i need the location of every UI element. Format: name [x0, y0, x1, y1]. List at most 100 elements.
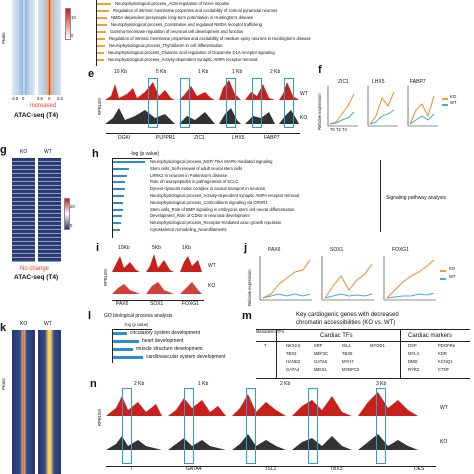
axis-tick: 0	[22, 96, 25, 101]
panel-i-tracks	[112, 254, 202, 294]
h-term-label: Development_Role of CDK5 in neuronal dev…	[150, 213, 250, 219]
heatmap-decreased-wt	[38, 330, 61, 474]
label-wt: WT	[44, 321, 52, 327]
ticks: T0 T2 T4	[330, 127, 347, 132]
scale-label: 10 Kb	[114, 69, 128, 75]
h-term-label: Neurophysiological process_Receptor-medi…	[150, 220, 282, 226]
gene-line	[112, 300, 204, 301]
gene-label: SOX1	[150, 301, 164, 307]
m-tf-gene: ISL1	[342, 343, 351, 348]
h-term-label: Stem cells_Self-renewal of adult neural …	[150, 165, 243, 171]
legend-wt: WT	[450, 100, 457, 105]
color-scale-bar	[65, 8, 71, 40]
gene-label: PAX6	[116, 301, 129, 307]
heatmap-xlabel: ATAC-seq (T4)	[14, 112, 59, 119]
scale-label: 2 Kb	[280, 381, 291, 387]
term-label: Regulation of intrinsic membrane propert…	[109, 36, 311, 41]
heatmap-nochange-ko	[12, 158, 35, 262]
heatmap-nochange-wt	[38, 158, 61, 262]
panel-label-e: e	[88, 68, 95, 80]
l-term-label: heart development	[142, 338, 184, 344]
h-term-label: Stem cells_Role of BMP signaling in embr…	[150, 206, 295, 212]
heatmap-xlabel: ATAC-seq (T4)	[14, 274, 59, 281]
scale-label: 10Kb	[118, 245, 130, 251]
l-bar	[113, 348, 133, 351]
h-axis	[112, 158, 152, 159]
term-bar	[97, 59, 104, 61]
h-term-label: Neurophysiological process_NGF/ TrkA MAP…	[150, 159, 273, 164]
m-marker-gene: RYR2	[408, 367, 420, 372]
m-rule-mid	[256, 341, 470, 342]
peaks-label: Peaks	[1, 32, 6, 44]
h-yaxis	[112, 158, 113, 238]
scale-label: 1 Kb	[198, 69, 209, 75]
highlight-box	[180, 78, 190, 128]
panel-label-m: m	[242, 310, 252, 322]
track-label-wt: WT	[300, 91, 308, 97]
ylabel-rpb10m: RPB10M	[103, 269, 108, 286]
label-ko: KO	[20, 149, 28, 155]
gene-label: ISL1	[266, 466, 277, 472]
term-bar	[97, 45, 105, 47]
highlight-box	[148, 78, 158, 128]
panel-label-g: g	[0, 144, 7, 156]
panel-label-n: n	[90, 378, 97, 390]
term-bar	[97, 38, 105, 40]
scale-min: 0	[70, 223, 73, 228]
highlight-box	[284, 78, 294, 128]
gene-label: DES	[414, 466, 425, 472]
m-rule-bottom	[256, 378, 470, 379]
m-tf-gene: SRF	[314, 343, 323, 348]
gene-label: FABP7	[264, 135, 280, 141]
highlight-box	[122, 388, 132, 464]
gene-title: LHX5	[372, 79, 385, 85]
panel-label-i: i	[96, 242, 100, 254]
m-marker-gene: KCNQ1	[438, 359, 453, 364]
legend-wt-swatch	[442, 104, 448, 106]
highlight-box	[184, 388, 194, 464]
m-col-divider	[276, 330, 277, 378]
track-label-ko: KO	[208, 283, 216, 289]
h-side-label: Signaling pathway analysis	[386, 195, 447, 201]
status-nochange: No change	[20, 266, 50, 272]
panel-label-l: l	[88, 310, 92, 322]
panel-f-lines	[327, 86, 438, 127]
term-bar	[97, 17, 107, 19]
h-bar	[113, 181, 125, 184]
scale-max: 10	[71, 15, 76, 20]
h-term-label: Role of neuropeptides in pathogenesis of…	[150, 179, 239, 185]
m-marker-gene: KDR	[438, 351, 447, 356]
m-tf-gene: GATA6	[314, 359, 328, 364]
term-bar	[97, 52, 104, 54]
term-bar	[97, 10, 109, 12]
gene-label: LHX5	[232, 135, 245, 141]
gene-label: TBX3	[330, 466, 343, 472]
gene-label: FOXG1	[182, 301, 199, 307]
l-term-label: cardiovascular system development	[146, 354, 226, 360]
m-tf-gene: HAND2	[286, 359, 301, 364]
gene-title: SOX1	[330, 247, 344, 253]
legend-ko: KO	[449, 266, 456, 271]
scale-label: 2 Kb	[134, 381, 145, 387]
m-col-mesoderm: Mesoderm TFs	[256, 329, 285, 334]
scale-label: 1 Kb	[198, 381, 209, 387]
m-marker-gene: CTNT	[438, 367, 450, 372]
status-increased: Increased	[30, 103, 57, 109]
legend-wt: WT	[449, 274, 456, 279]
h-bar	[113, 161, 145, 163]
ylabel-rpb10m: RPB10M	[97, 98, 102, 115]
h-bar	[113, 201, 123, 204]
m-mesoderm-gene: T	[264, 343, 267, 348]
h-term-label: LRRK2 in neurons in Parkinson's disease	[150, 172, 227, 178]
gene-label: ZIC1	[194, 135, 205, 141]
scale-label: 1 Kb	[232, 69, 243, 75]
m-col-divider	[400, 330, 401, 378]
term-bar	[97, 24, 107, 26]
l-axis: -log (p value)	[124, 322, 149, 327]
m-tf-gene: MYOD1	[370, 343, 385, 348]
ylabel-relative-expression: Relative expression	[247, 269, 252, 306]
h-bar	[113, 229, 120, 231]
l-term-label: circulatory system development	[130, 330, 201, 336]
h-axis-title: -log (p value)	[130, 151, 160, 157]
legend-ko-swatch	[442, 98, 448, 100]
